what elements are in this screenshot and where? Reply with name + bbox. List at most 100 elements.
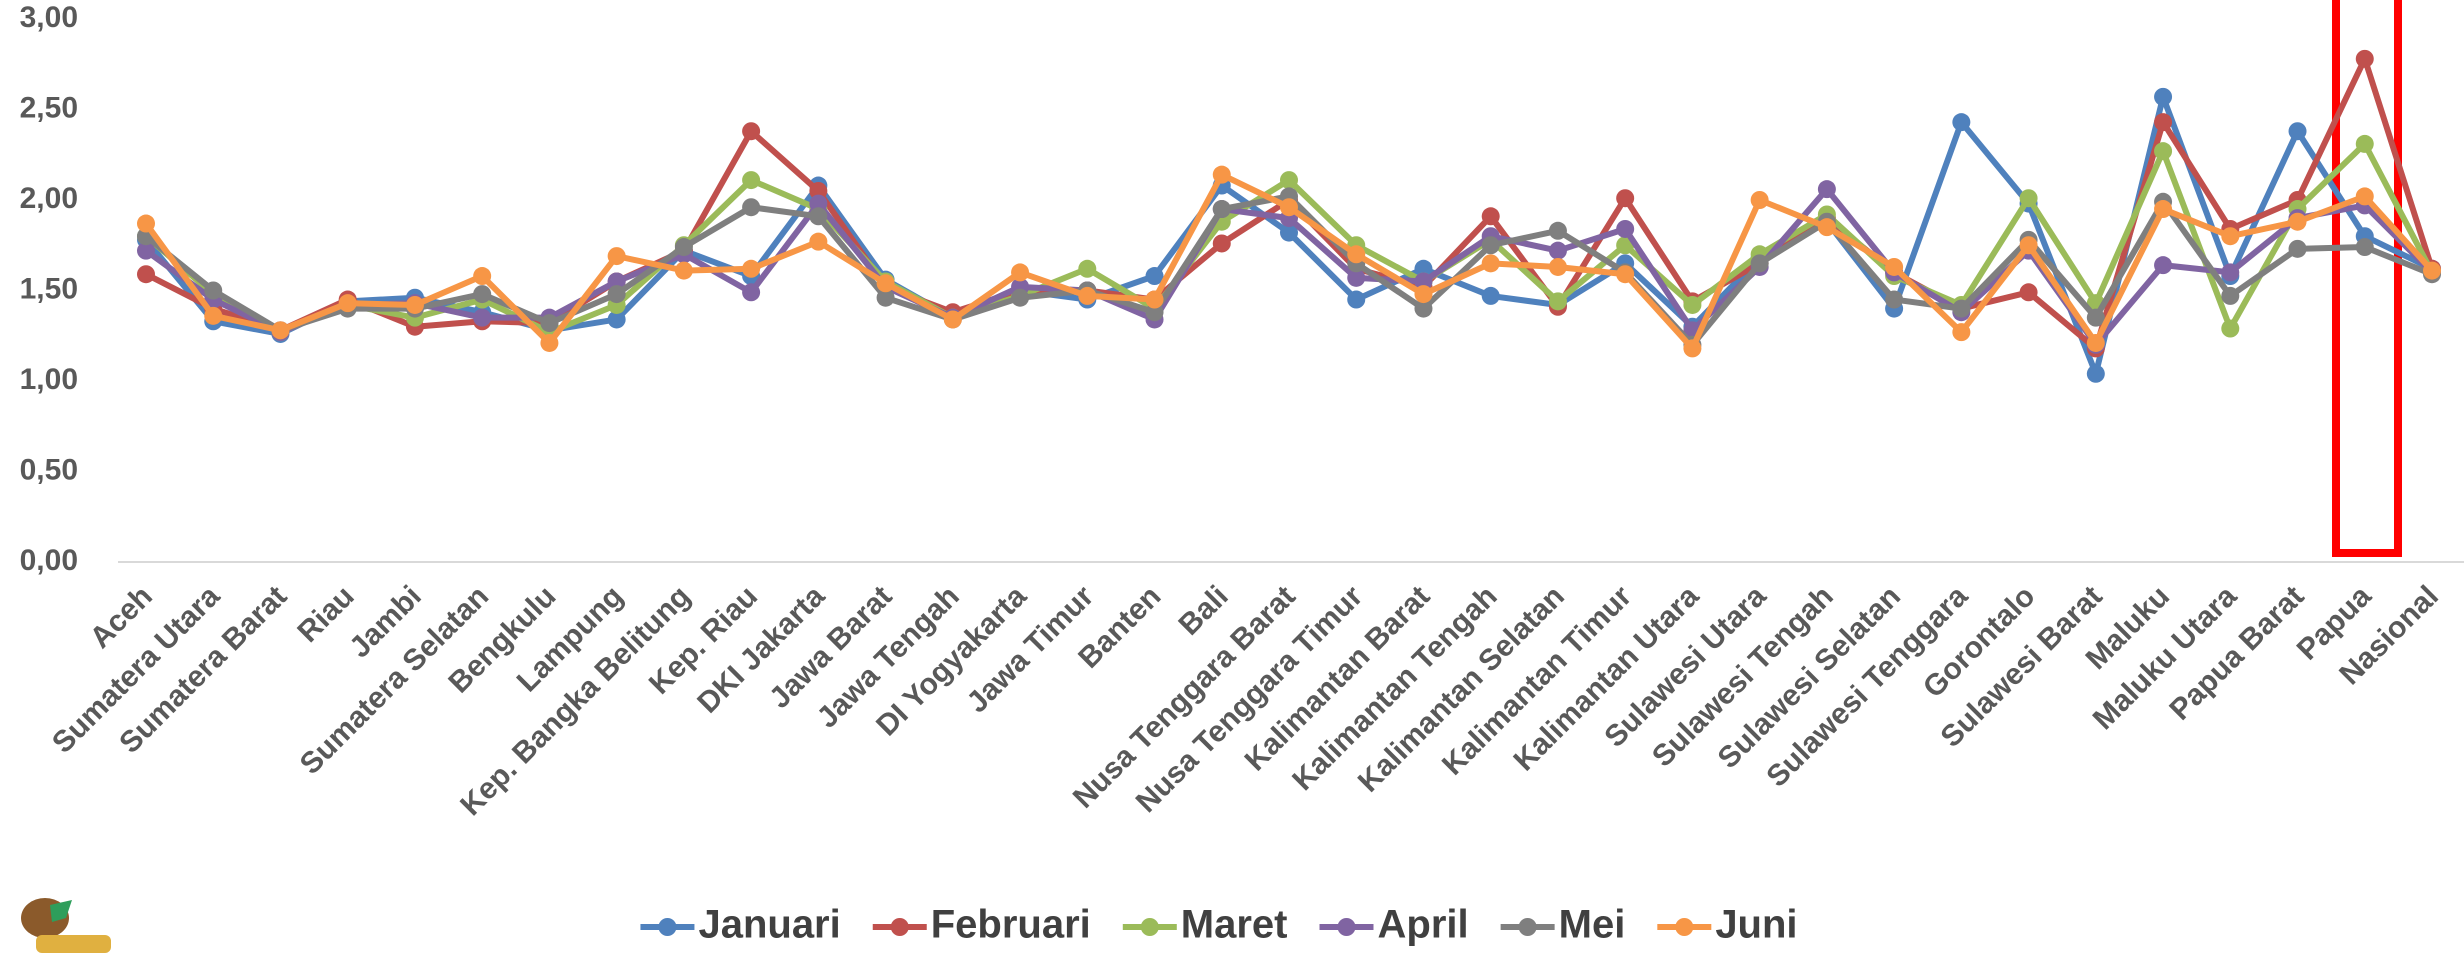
data-point [338,294,357,313]
data-point [1011,288,1030,307]
data-point [2019,189,2038,208]
legend-marker [1518,918,1537,936]
legend-label: Februari [931,903,1091,947]
data-point [2221,263,2240,282]
data-point [2154,256,2173,275]
data-point [1280,198,1298,217]
data-point [1683,339,1702,358]
data-point [2355,49,2374,68]
series [137,165,2441,358]
data-point [742,198,761,217]
data-point [674,261,693,280]
data-point [1280,223,1298,242]
legend-label: Januari [698,903,840,947]
data-point [2086,364,2105,383]
data-point [2086,333,2105,352]
data-point [1548,221,1567,240]
y-tick-label: 3,00 [20,1,78,34]
data-point [1414,299,1433,318]
legend-item: Mei [1500,903,1625,947]
data-point [1683,295,1702,314]
data-point [2086,308,2105,327]
data-point [1280,171,1298,190]
data-point [2288,239,2307,258]
data-point [137,265,155,284]
data-point [1481,207,1500,226]
legend-marker [658,918,677,936]
data-point [1952,113,1971,132]
data-point [1212,234,1231,253]
data-point [1347,245,1366,264]
data-point [473,308,492,327]
data-point [809,194,828,213]
data-point [2154,113,2173,132]
data-point [607,247,626,266]
y-tick-label: 2,00 [20,182,78,215]
data-point [1347,290,1366,309]
data-point [2423,261,2441,280]
data-point [1616,265,1635,284]
data-point [1548,241,1567,260]
legend-marker [1140,918,1159,936]
legend-item: Februari [872,903,1091,947]
data-point [943,310,962,329]
data-point [2355,187,2374,206]
data-point [137,214,155,233]
legend-marker [1337,918,1356,936]
y-tick-label: 0,50 [20,453,78,486]
data-point [473,285,492,304]
legend-item: April [1319,903,1469,947]
data-point [1885,290,1904,309]
logo [21,898,111,953]
data-point [1414,272,1433,291]
data-point [2019,283,2038,302]
data-point [2221,286,2240,305]
data-point [607,272,626,291]
data-point [2154,200,2173,219]
data-point [405,295,424,314]
data-point [1481,286,1500,305]
legend-marker [890,918,909,936]
data-point [1145,290,1164,309]
data-point [2154,142,2173,161]
y-tick-label: 1,50 [20,272,78,305]
data-point [742,259,761,278]
data-point [204,281,223,300]
legend-item: Juni [1657,903,1798,947]
data-point [1212,200,1231,219]
legend-marker [1675,918,1694,936]
data-point [540,314,559,333]
legend-item: Januari [640,903,841,947]
data-point [2154,87,2173,106]
data-point [1481,254,1500,273]
data-point [809,232,828,251]
data-point [742,283,761,302]
data-point [1414,285,1433,304]
highlight-box [2332,0,2402,557]
data-point [1616,189,1635,208]
data-point [1952,299,1971,318]
data-point [1347,268,1366,287]
data-point [742,122,761,141]
data-point [1145,303,1164,322]
data-point [1817,180,1836,199]
data-point [540,333,559,352]
data-point [1548,257,1567,276]
data-point [204,306,223,325]
data-point [1616,219,1635,238]
data-point [1011,263,1030,282]
data-point [607,285,626,304]
data-point [1952,323,1971,342]
data-point [2288,212,2307,231]
data-point [809,207,828,226]
legend-label: Maret [1181,903,1288,947]
data-point [1078,286,1097,305]
data-point [674,238,693,257]
data-point [2288,122,2307,141]
y-tick-label: 2,50 [20,91,78,124]
legend-label: Juni [1715,903,1797,947]
data-point [2355,134,2374,153]
data-point [1078,259,1097,278]
data-point [809,181,828,200]
